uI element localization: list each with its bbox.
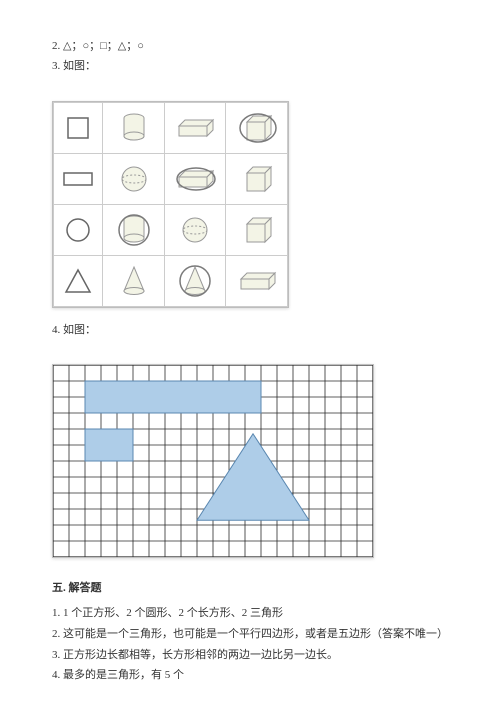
fig3-cell <box>226 256 288 307</box>
fig3-cell <box>164 205 226 256</box>
section-5-title: 五. 解答题 <box>52 580 448 598</box>
answer-5-3: 3. 正方形边长都相等，长方形相邻的两边一边比另一边长。 <box>52 647 448 665</box>
answer-5-1: 1. 1 个正方形、2 个圆形、2 个长方形、2 三角形 <box>52 605 448 623</box>
fig3-cell <box>226 205 288 256</box>
fig3-cell <box>226 103 288 154</box>
fig3-cell <box>226 154 288 205</box>
fig3-cell <box>103 256 165 307</box>
fig3-row-header <box>54 103 103 154</box>
answer-line-3-label: 3. 如图： <box>52 58 448 76</box>
fig3-row-header <box>54 154 103 205</box>
figure-3-shapes-table <box>52 101 289 308</box>
fig3-cell <box>164 256 226 307</box>
fig3-cell <box>103 103 165 154</box>
answer-5-2: 2. 这可能是一个三角形，也可能是一个平行四边形，或者是五边形（答案不唯一） <box>52 626 448 644</box>
fig3-cell <box>103 154 165 205</box>
fig3-row-header <box>54 256 103 307</box>
answer-line-4-label: 4. 如图： <box>52 322 448 340</box>
fig3-cell <box>164 103 226 154</box>
answer-line-2: 2. △；○；□；△；○ <box>52 38 448 56</box>
fig3-row-header <box>54 205 103 256</box>
figure-4-grid-shapes <box>52 364 374 558</box>
fig3-cell <box>103 205 165 256</box>
answer-5-4: 4. 最多的是三角形，有 5 个 <box>52 667 448 685</box>
fig3-cell <box>164 154 226 205</box>
